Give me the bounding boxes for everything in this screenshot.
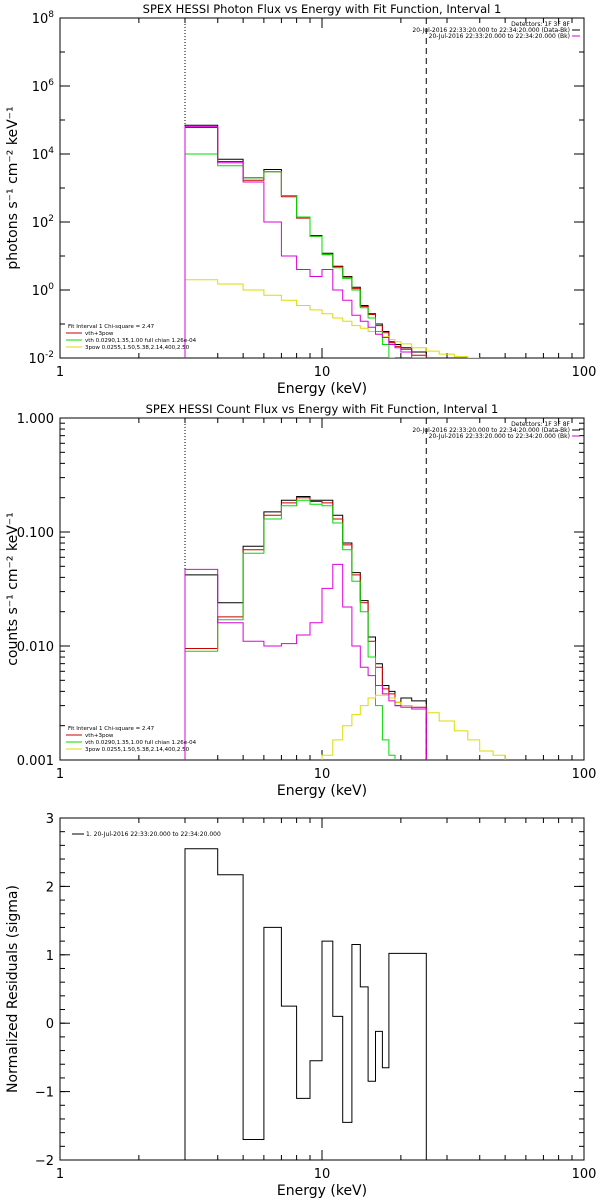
series-line-3pow — [321, 694, 506, 760]
legend-topright-entry: 20-Jul-2016 22:33:20.000 to 22:34:20.000… — [429, 33, 570, 40]
legend-topright-entry: 20-Jul-2016 22:33:20.000 to 22:34:20.000… — [429, 433, 570, 440]
series-line-data-bk — [184, 496, 427, 760]
y-tick-label: 1 — [46, 949, 54, 964]
x-tick-label: 100 — [572, 767, 597, 782]
y-tick-label: 104 — [32, 146, 55, 163]
legend-topright-entry: Detectors: 1F 3F 8F — [511, 421, 570, 428]
x-tick-label: 10 — [314, 365, 331, 380]
y-tick-label: 100 — [32, 282, 55, 299]
legend-topright-entry: 20-Jul-2016 22:33:20.000 to 22:34:20.000… — [412, 427, 570, 434]
chart-title: SPEX HESSI Count Flux vs Energy with Fit… — [146, 402, 499, 416]
chart-panel-1: SPEX HESSI Photon Flux vs Energy with Fi… — [5, 2, 596, 397]
legend-entry: 1. 20-Jul-2016 22:33:20.000 to 22:34:20.… — [86, 831, 221, 838]
plot-frame — [59, 17, 585, 359]
y-tick-label: 0.001 — [17, 754, 54, 769]
legend-entry: vth 0.0290,1.35,1.00 full chian 1.26e-04 — [85, 740, 197, 746]
y-tick-label: 102 — [32, 214, 54, 231]
series-line-data-bk — [184, 124, 427, 358]
y-axis-label: Normalized Residuals (sigma) — [5, 885, 21, 1093]
x-axis-label: Energy (keV) — [277, 1183, 367, 1199]
chart-panel-3: 1 10 100 Energy (keV) −2 −1 0 1 2 3 Normalized Res… — [5, 812, 596, 1199]
series-line-bk — [184, 563, 427, 760]
legend-entry: vth 0.0290,1.35,1.00 full chian 1.26e-04 — [85, 338, 197, 344]
legend-entry: vth+3pow — [85, 733, 114, 739]
x-tick-label: 10 — [314, 1167, 331, 1182]
y-tick-label: 0.010 — [17, 640, 54, 655]
series-group — [184, 124, 480, 358]
y-axis-label: photons s⁻¹ cm⁻² keV⁻¹ — [5, 106, 21, 269]
y-tick-label: 10-2 — [28, 350, 54, 367]
y-tick-label: 0.100 — [17, 526, 54, 541]
y-tick-label: 2 — [46, 880, 54, 895]
series-line-vth-3pow — [184, 127, 427, 358]
x-tick-label: 10 — [314, 767, 331, 782]
x-tick-label: 1 — [56, 365, 64, 380]
y-tick-label: 1.000 — [17, 412, 54, 427]
y-tick-label: 106 — [32, 78, 55, 95]
series-line-vth — [184, 499, 396, 760]
y-axis-label: counts s⁻¹ cm⁻² keV⁻¹ — [5, 512, 21, 666]
y-tick-label: −1 — [35, 1086, 54, 1101]
chart-title: SPEX HESSI Photon Flux vs Energy with Fi… — [143, 2, 502, 16]
legend-entry: 3pow 0.0255,1.50,5.38,2.14,400,2.50 — [85, 747, 190, 753]
series-group — [184, 496, 506, 760]
x-tick-label: 100 — [572, 1167, 597, 1182]
x-tick-label: 1 — [56, 767, 64, 782]
x-axis-label: Energy (keV) — [277, 783, 367, 799]
x-tick-label: 1 — [56, 1167, 64, 1182]
y-tick-label: 0 — [46, 1017, 54, 1032]
legend-entry: vth+3pow — [85, 331, 114, 337]
legend-entry: 3pow 0.0255,1.50,5.38,2.14,400,2.50 — [85, 345, 190, 351]
series-line-vth-3pow — [184, 497, 427, 760]
legend-fit-info: Fit Interval 1 Chi-square = 2.47 — [68, 324, 155, 330]
series-line-3pow — [184, 279, 480, 358]
chart-panel-2: SPEX HESSI Count Flux vs Energy with Fit… — [5, 402, 596, 799]
series-line-1-20-jul-2016-22-33-20-000-to- — [184, 848, 427, 1160]
legend-topright-entry: 20-Jul-2016 22:33:20.000 to 22:34:20.000… — [412, 27, 570, 34]
x-axis-label: Energy (keV) — [277, 381, 367, 397]
series-line-bk — [184, 125, 427, 358]
y-tick-label: −2 — [35, 1154, 54, 1169]
y-tick-label: 108 — [32, 10, 55, 27]
legend-fit-info: Fit Interval 1 Chi-square = 2.47 — [68, 726, 155, 732]
series-group — [184, 848, 427, 1160]
legend-topright-entry: Detectors: 1F 3F 8F — [511, 21, 570, 28]
x-tick-label: 100 — [572, 365, 597, 380]
y-tick-label: 3 — [46, 812, 54, 827]
